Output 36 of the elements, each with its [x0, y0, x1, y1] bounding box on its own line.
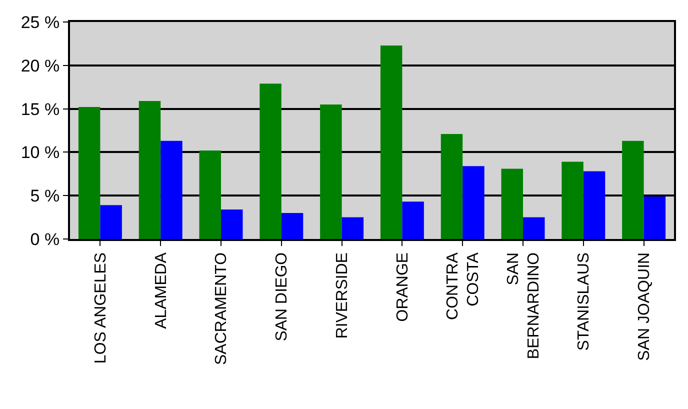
bar — [100, 205, 122, 239]
x-tick-label: RIVERSIDE — [334, 252, 351, 339]
y-tick-label: 10 % — [20, 143, 60, 162]
bar — [160, 140, 182, 239]
bar — [320, 104, 342, 239]
bar — [78, 107, 100, 239]
bar — [380, 45, 402, 239]
y-tick-label: 5 % — [30, 186, 60, 206]
bar — [281, 212, 304, 239]
bar — [501, 168, 523, 239]
bar — [138, 100, 161, 239]
x-tick-label: ORANGE — [394, 252, 412, 322]
x-tick-label: STANISLAUS — [576, 252, 593, 351]
y-tick-label: 25 % — [20, 12, 60, 32]
y-tick-label: 20 % — [20, 56, 60, 76]
bar — [402, 202, 424, 239]
bar — [260, 84, 282, 239]
bar — [462, 166, 484, 239]
bar — [622, 140, 644, 239]
bar — [523, 217, 545, 239]
x-tick-label: ALAMEDA — [152, 252, 170, 329]
x-tick-label: SACRAMENTO — [213, 252, 230, 366]
y-tick-label: 0 % — [30, 230, 60, 249]
y-tick-label: 15 % — [20, 100, 60, 119]
bar — [562, 162, 584, 239]
bar — [221, 209, 243, 239]
bar — [199, 150, 221, 239]
bar — [583, 171, 606, 239]
x-tick-label: SAN DIEGO — [274, 252, 291, 342]
x-tick-label: SAN BERNARDINO — [504, 252, 543, 360]
x-tick-label: SAN JOAQUIN — [636, 252, 653, 361]
bar — [342, 217, 364, 239]
bar — [644, 196, 666, 239]
x-tick-label: LOS ANGELES — [92, 252, 110, 364]
bar — [440, 134, 463, 239]
x-tick-label: CONTRA COSTA — [444, 252, 482, 320]
